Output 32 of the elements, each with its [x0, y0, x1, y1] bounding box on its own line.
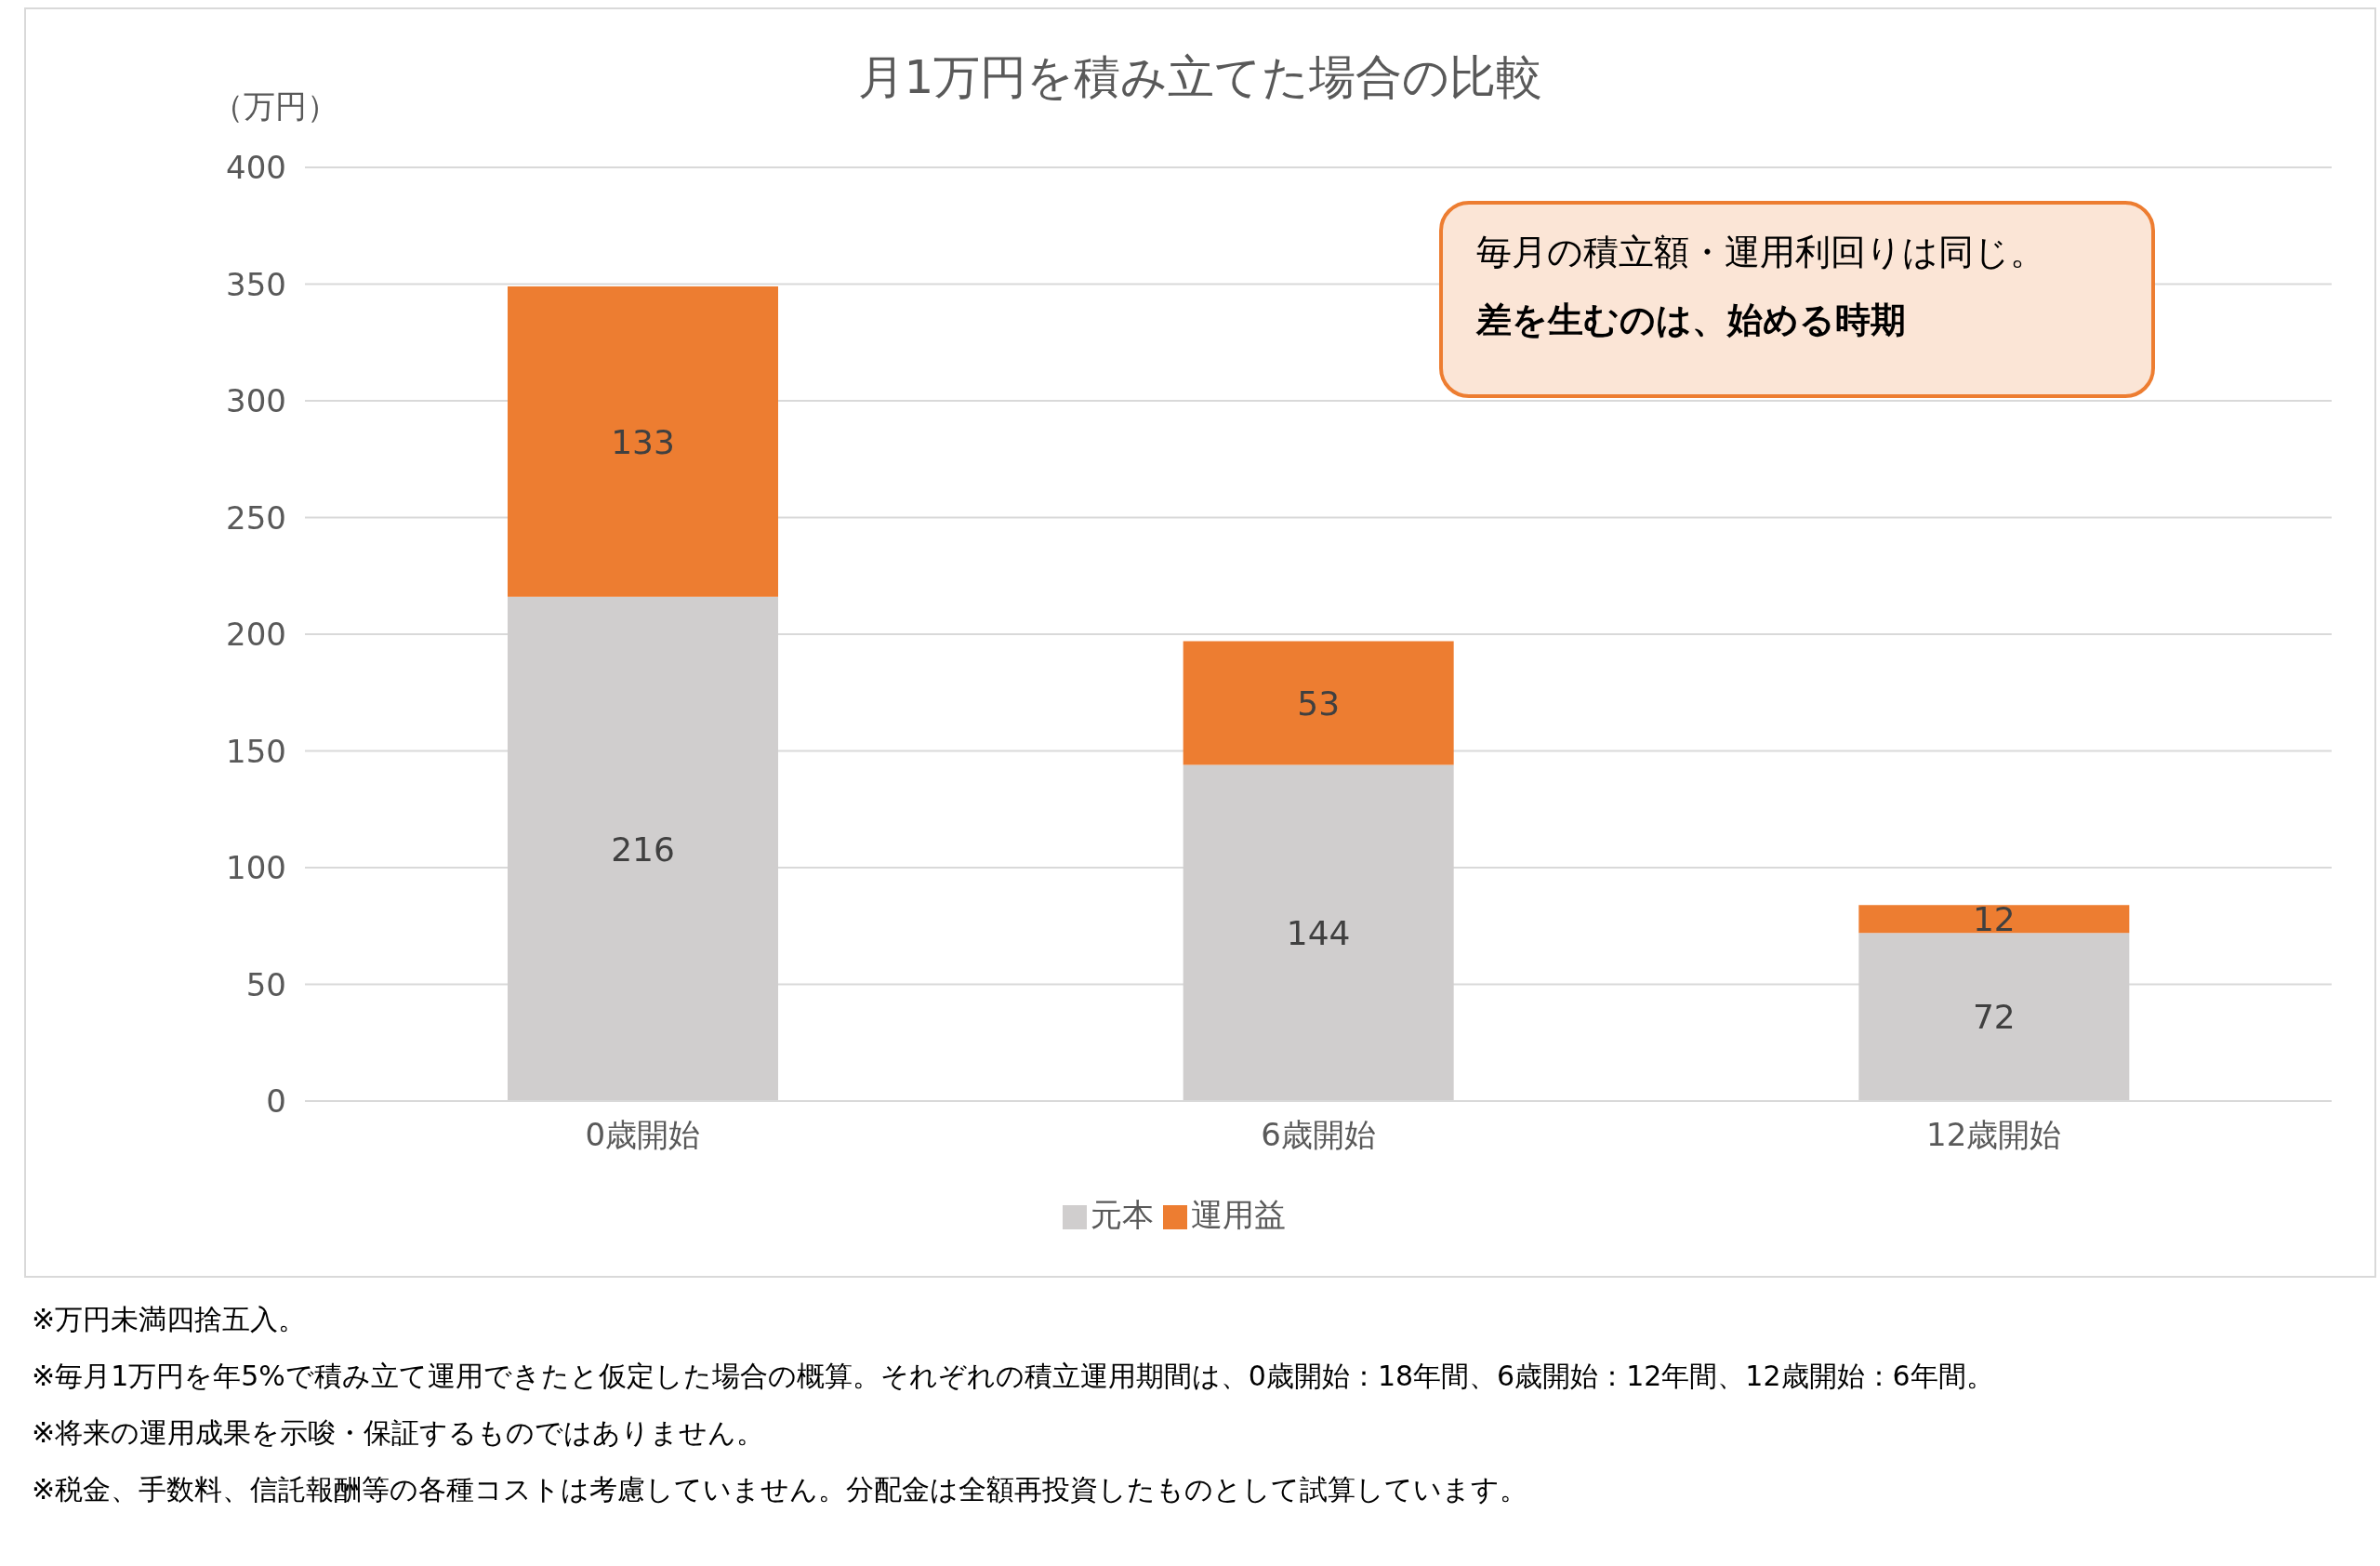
annotation: 毎月の積立額・運用利回りは同じ。	[1476, 231, 2046, 274]
y-tick-label: 350	[226, 265, 286, 303]
data-label: 72	[1972, 998, 2016, 1037]
x-tick-label: 0歳開始	[585, 1116, 701, 1154]
data-label: 144	[1286, 914, 1351, 953]
bar	[508, 286, 778, 597]
annotation: 差を生むのは、始める時期	[1476, 299, 1907, 342]
y-tick-label: 0	[266, 1082, 286, 1121]
chart-title: 月1万円を積み立てた場合の比較	[857, 50, 1543, 104]
data-label: 12	[1972, 900, 2016, 938]
text: ※毎月1万円を年5%で積み立て運用できたと仮定した場合の概算。それぞれの積立運用期間は、0歳開始：18年間、6歳開始：12年間、12歳開始：6年間。	[32, 1359, 1995, 1394]
data-label: 216	[611, 829, 675, 869]
bar	[1183, 641, 1454, 765]
data-label: 133	[611, 422, 675, 461]
text: ※将来の運用成果を示唆・保証するものではありません。	[32, 1415, 766, 1451]
data-label: 53	[1297, 683, 1341, 723]
y-tick-label: 400	[226, 149, 286, 187]
legend-label: 運用益	[1191, 1196, 1286, 1233]
x-tick-label: 12歳開始	[1926, 1116, 2062, 1154]
y-tick-label: 150	[226, 732, 286, 770]
y-tick-label: 100	[226, 849, 286, 887]
legend-label: 元本	[1091, 1196, 1154, 1233]
callout-box: 毎月の積立額・運用利回りは同じ。 差を生むのは、始める時期	[1439, 201, 2155, 398]
y-tick-label: 50	[245, 965, 286, 1003]
y-tick-label: 250	[226, 498, 286, 537]
text: ※税金、手数料、信託報酬等の各種コストは考慮していません。分配金は全額再投資したものとして試算しています。	[32, 1472, 1529, 1507]
bar	[1858, 905, 2130, 934]
text: ※万円未満四捨五入。	[32, 1302, 308, 1337]
y-tick-label: 300	[226, 382, 286, 420]
x-tick-label: 6歳開始	[1261, 1116, 1376, 1154]
y-axis-title: （万円）	[212, 86, 338, 126]
y-tick-label: 200	[226, 616, 286, 654]
